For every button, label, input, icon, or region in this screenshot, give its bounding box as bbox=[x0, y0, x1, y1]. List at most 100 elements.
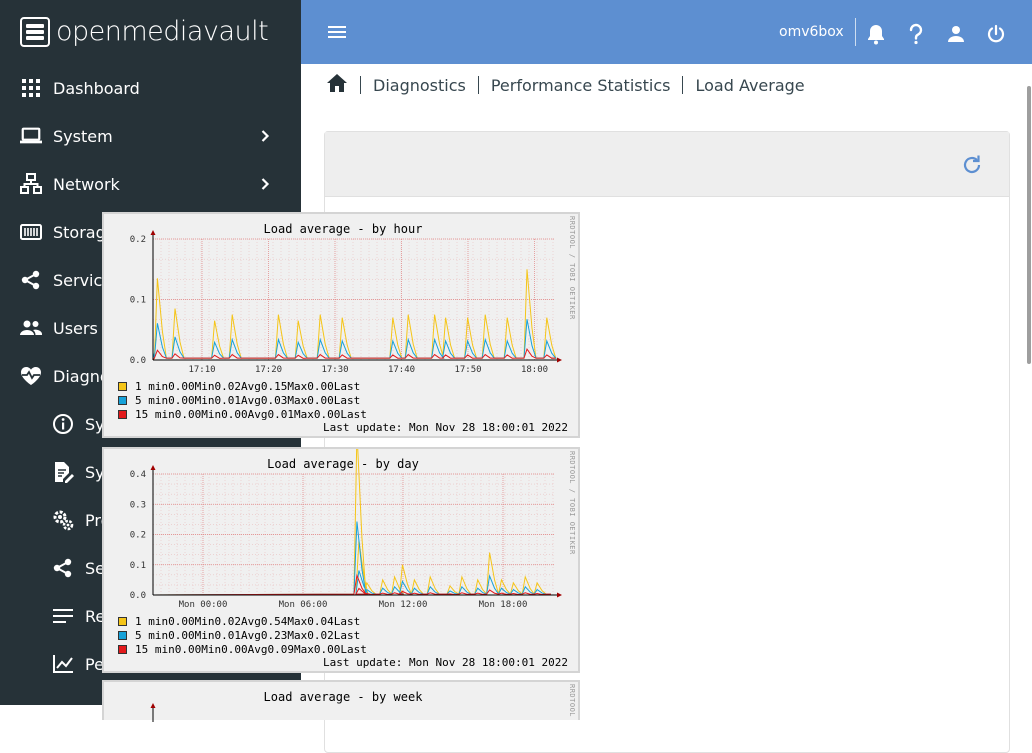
info-icon bbox=[52, 413, 74, 435]
network-icon bbox=[20, 173, 42, 195]
sidebar-item-label: Users bbox=[53, 318, 98, 338]
graph-plot bbox=[150, 703, 156, 722]
y-tick-label: 0.4 bbox=[130, 470, 146, 480]
legend-value: 0.09 bbox=[267, 643, 295, 656]
legend-value: 0.01 bbox=[214, 394, 242, 407]
share-icon bbox=[20, 269, 42, 291]
report-icon bbox=[52, 605, 74, 627]
legend-value: 5 min bbox=[135, 394, 169, 407]
legend-value: Min bbox=[201, 408, 222, 421]
share-icon bbox=[52, 557, 74, 579]
legend-value: Min bbox=[194, 394, 215, 407]
legend-value: 0.00 bbox=[313, 408, 341, 421]
legend-swatch bbox=[118, 645, 127, 654]
legend-value: Max bbox=[294, 408, 314, 421]
home-icon[interactable] bbox=[326, 73, 348, 97]
graph-title: Load average - by week bbox=[263, 690, 423, 704]
top-bar: omv6box bbox=[301, 0, 1032, 64]
legend-value: Min bbox=[201, 643, 222, 656]
page-scrollbar[interactable] bbox=[1027, 86, 1031, 364]
legend-value: Avg bbox=[241, 380, 261, 393]
legend-value: Min bbox=[194, 380, 215, 393]
legend-value: 0.01 bbox=[267, 408, 295, 421]
x-tick-label: 17:10 bbox=[188, 365, 215, 375]
legend-value: 0.00 bbox=[174, 643, 202, 656]
legend-value: Last bbox=[333, 380, 361, 393]
sidebar-item-partial bbox=[88, 699, 96, 705]
gears-icon bbox=[52, 509, 74, 531]
legend-value: 0.00 bbox=[307, 394, 334, 407]
graph-watermark: RRDTOOL / TOBI OETIKER bbox=[568, 451, 576, 555]
legend-value: 0.00 bbox=[168, 629, 195, 642]
power-icon[interactable] bbox=[984, 22, 1008, 46]
graph-title: Load average - by day bbox=[267, 457, 419, 471]
legend-value: 0.02 bbox=[214, 380, 242, 393]
y-tick-label: 0.0 bbox=[130, 591, 146, 601]
sidebar-item-label: Network bbox=[53, 174, 120, 194]
series-line bbox=[152, 319, 557, 359]
bell-icon[interactable] bbox=[864, 22, 888, 46]
graph-watermark: RRDTOOL bbox=[568, 684, 576, 718]
breadcrumb-item-load-average: Load Average bbox=[695, 75, 805, 95]
legend-swatch bbox=[118, 396, 127, 405]
breadcrumb-separator bbox=[477, 76, 479, 94]
chevron-right-icon[interactable] bbox=[255, 126, 275, 146]
legend-value: 0.00 bbox=[221, 408, 248, 421]
x-tick-label: Mon 00:00 bbox=[179, 600, 228, 610]
legend-value: Last bbox=[340, 643, 367, 656]
series-line bbox=[152, 348, 556, 361]
sidebar-item-processes[interactable]: Processes bbox=[0, 496, 301, 544]
x-tick-label: 17:30 bbox=[321, 365, 348, 375]
sidebar-item-system[interactable]: System bbox=[0, 112, 301, 160]
help-icon[interactable] bbox=[904, 22, 928, 46]
card-toolbar bbox=[325, 132, 1009, 197]
y-tick-label: 0.3 bbox=[130, 500, 146, 510]
breadcrumb-item-performance-statistics[interactable]: Performance Statistics bbox=[490, 75, 671, 95]
legend-row: 5 min 0.00 Min 0.01 Avg 0.03 Max 0.00 La… bbox=[118, 394, 360, 407]
storage-icon bbox=[20, 221, 42, 243]
x-tick-label: Mon 18:00 bbox=[479, 600, 528, 610]
legend-value: Last bbox=[333, 615, 361, 628]
legend-value: 5 min bbox=[135, 629, 169, 642]
legend-value: Last bbox=[333, 629, 361, 642]
series-line bbox=[152, 573, 551, 596]
user-icon[interactable] bbox=[944, 22, 968, 46]
breadcrumb-item-diagnostics[interactable]: Diagnostics bbox=[373, 75, 466, 95]
load-average-graph: Load average - by day RRDTOOL / TOBI OETI… bbox=[102, 447, 580, 673]
menu-icon[interactable] bbox=[327, 22, 347, 42]
legend-swatch bbox=[118, 617, 127, 626]
legend-value: 0.23 bbox=[260, 629, 288, 642]
brand-logo[interactable]: openmediavault bbox=[20, 15, 269, 49]
load-average-graph: Load average - by week RRDTOOL bbox=[102, 680, 580, 722]
legend-value: 0.04 bbox=[307, 615, 334, 628]
legend-value: Avg bbox=[247, 408, 268, 421]
sidebar-item-system-information[interactable]: System Information bbox=[0, 400, 301, 448]
legend-value: 15 min bbox=[135, 643, 175, 656]
legend-value: Avg bbox=[241, 394, 261, 407]
legend-value: 0.00 bbox=[174, 408, 202, 421]
sidebar-item-dashboard[interactable]: Dashboard bbox=[0, 64, 301, 112]
y-tick-label: 0.1 bbox=[130, 561, 146, 571]
legend-value: Avg bbox=[247, 643, 268, 656]
sidebar-item-network[interactable]: Network bbox=[0, 160, 301, 208]
load-average-graph: Load average - by hour RRDTOOL / TOBI OET… bbox=[102, 212, 580, 438]
last-update-text: Last update: Mon Nov 28 18:00:01 2022 bbox=[322, 656, 568, 669]
heart-pulse-icon bbox=[20, 365, 42, 387]
graph-title: Load average - by hour bbox=[263, 222, 423, 236]
legend-value: 1 min bbox=[135, 615, 169, 628]
hostname-label: omv6box bbox=[779, 24, 844, 40]
legend-value: 0.00 bbox=[221, 643, 248, 656]
chart-line-icon bbox=[52, 653, 74, 675]
legend-value: Avg bbox=[241, 615, 261, 628]
breadcrumb-separator bbox=[682, 76, 684, 94]
x-tick-label: Mon 12:00 bbox=[379, 600, 428, 610]
refresh-icon[interactable] bbox=[961, 154, 983, 176]
sidebar-item-report[interactable]: Report bbox=[0, 592, 301, 640]
breadcrumb: Diagnostics Performance Statistics Load … bbox=[326, 72, 805, 98]
graph-plot: 0.2 0.1 0.0 17:10 17:20 17:30 17:40 17:50 18:00 bbox=[130, 230, 562, 375]
x-tick-label: Mon 06:00 bbox=[279, 600, 328, 610]
legend-value: Max bbox=[287, 615, 308, 628]
chevron-right-icon[interactable] bbox=[255, 174, 275, 194]
legend-value: Min bbox=[194, 629, 215, 642]
legend-row: 1 min 0.00 Min 0.02 Avg 0.15 Max 0.00 La… bbox=[118, 380, 360, 393]
